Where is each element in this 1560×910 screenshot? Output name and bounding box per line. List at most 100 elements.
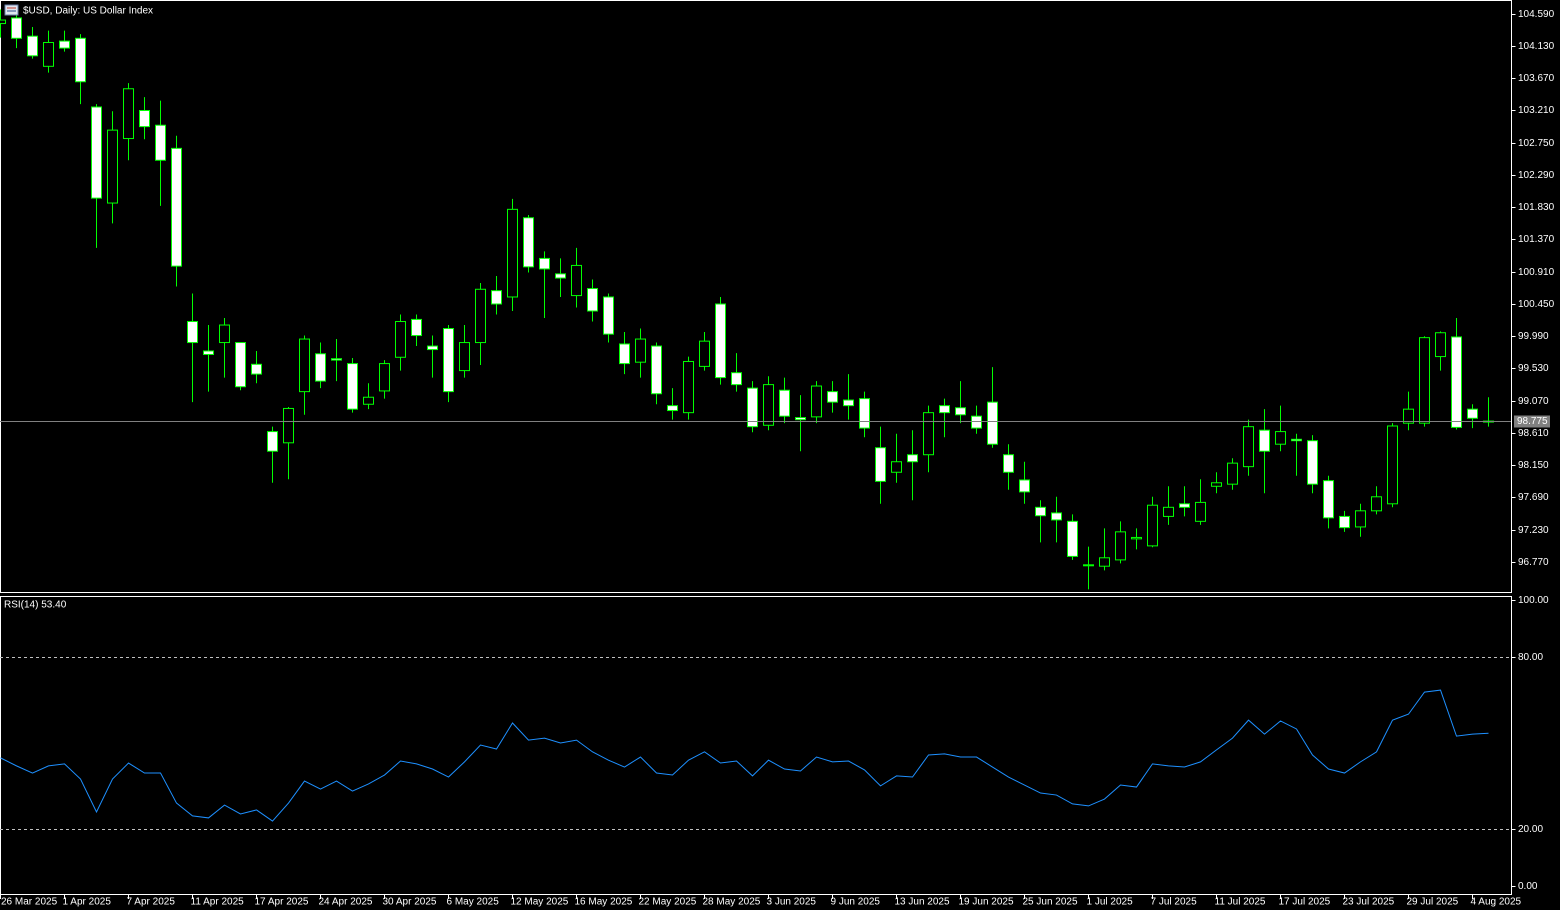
- candle-body: [1243, 426, 1254, 468]
- x-tick-label: 3 Jun 2025: [767, 897, 817, 908]
- candle-body: [203, 350, 214, 355]
- rsi-line: [0, 689, 1489, 822]
- candle-body: [315, 353, 326, 382]
- x-tick-label: 13 Jun 2025: [895, 897, 950, 908]
- candle-body: [1163, 506, 1174, 517]
- candle-body: [1371, 496, 1382, 512]
- candle-body: [955, 407, 966, 416]
- candle-body: [139, 109, 150, 128]
- x-tick-label: 19 Jun 2025: [959, 897, 1014, 908]
- candle-body: [171, 147, 182, 267]
- y-tick-label: 103.210: [1518, 105, 1555, 116]
- candle-body: [587, 288, 598, 312]
- candle-body: [763, 384, 774, 426]
- candle-body: [987, 401, 998, 445]
- candle-body: [11, 17, 22, 39]
- x-tick-label: 11 Jul 2025: [1215, 897, 1266, 908]
- candle-body: [555, 273, 566, 279]
- candle-body: [395, 321, 406, 358]
- candle-body: [1307, 440, 1318, 485]
- y-tick-label: 102.750: [1518, 138, 1555, 149]
- candle-body: [667, 405, 678, 412]
- candle-body: [1451, 336, 1462, 428]
- x-tick-label: 17 Jul 2025: [1279, 897, 1331, 908]
- candle-body: [827, 391, 838, 403]
- rsi-title: RSI(14) 53.40: [4, 600, 67, 611]
- candle-body: [603, 296, 614, 335]
- candle-body: [1227, 462, 1238, 485]
- candle-body: [683, 360, 694, 414]
- x-tick-label: 7 Jul 2025: [1151, 897, 1198, 908]
- candle-body: [0, 19, 6, 25]
- candle-body: [347, 363, 358, 410]
- candle-body: [267, 431, 278, 452]
- candle-body: [923, 412, 934, 456]
- candle-body: [299, 338, 310, 393]
- candle-body: [331, 358, 342, 361]
- x-tick-label: 11 Apr 2025: [191, 897, 245, 908]
- main-pane-frame: [0, 0, 1512, 593]
- candle-body: [443, 328, 454, 393]
- candle-body: [1275, 431, 1286, 445]
- y-tick-label: 97.230: [1518, 525, 1549, 536]
- candle-body: [1131, 536, 1142, 540]
- candle-body: [1083, 564, 1094, 567]
- candle-body: [651, 345, 662, 395]
- x-tick-label: 1 Apr 2025: [63, 897, 112, 908]
- candle-body: [235, 342, 246, 388]
- price-pane: [0, 9, 1511, 590]
- candle-body: [843, 399, 854, 407]
- candle-body: [1115, 531, 1126, 561]
- x-tick-label: 16 May 2025: [575, 897, 633, 908]
- candle-body: [91, 106, 102, 199]
- candle-body: [107, 129, 118, 204]
- x-tick-label: 4 Aug 2025: [1471, 897, 1522, 908]
- candle-body: [1035, 506, 1046, 517]
- candle-body: [427, 345, 438, 351]
- candle-body: [971, 415, 982, 429]
- x-tick-label: 12 May 2025: [511, 897, 569, 908]
- candle-body: [219, 324, 230, 344]
- candle-body: [507, 208, 518, 298]
- candle-body: [1467, 408, 1478, 419]
- candle-body: [779, 389, 790, 417]
- x-tick-label: 22 May 2025: [639, 897, 697, 908]
- candle-body: [907, 454, 918, 463]
- y-tick-label: 100.450: [1518, 299, 1555, 310]
- candle-body: [459, 342, 470, 372]
- candle-body: [571, 264, 582, 297]
- candle-body: [491, 290, 502, 305]
- x-tick-label: 6 May 2025: [447, 897, 500, 908]
- candle-body: [619, 343, 630, 365]
- x-tick-label: 23 Jul 2025: [1343, 897, 1395, 908]
- x-tick-label: 26 Mar 2025: [1, 897, 58, 908]
- candle-body: [27, 35, 38, 57]
- x-tick-label: 9 Jun 2025: [831, 897, 881, 908]
- chart-title: $USD, Daily: US Dollar Index: [23, 6, 153, 17]
- x-tick-label: 28 May 2025: [703, 897, 761, 908]
- rsi-pane-frame: [0, 596, 1512, 895]
- candle-body: [1179, 503, 1190, 508]
- candle-body: [187, 321, 198, 344]
- candle-body: [1195, 501, 1206, 522]
- candle-body: [43, 41, 54, 67]
- y-tick-label: 96.770: [1518, 557, 1549, 568]
- candle-body: [1019, 479, 1030, 493]
- candle-body: [1435, 332, 1446, 358]
- x-tick-label: 29 Jul 2025: [1407, 897, 1459, 908]
- candle-body: [155, 124, 166, 161]
- x-tick-label: 17 Apr 2025: [255, 897, 309, 908]
- y-tick-label: 98.150: [1518, 460, 1549, 471]
- rsi-pane: [0, 657, 1511, 830]
- candle-body: [1403, 408, 1414, 424]
- candle-body: [747, 387, 758, 428]
- y-tick-label: 97.690: [1518, 492, 1549, 503]
- candle-body: [59, 40, 70, 49]
- candle-body: [1387, 425, 1398, 505]
- candle-body: [875, 447, 886, 482]
- candle-body: [1291, 438, 1302, 442]
- x-tick-label: 30 Apr 2025: [383, 897, 437, 908]
- candle-body: [1051, 512, 1062, 521]
- candle-body: [539, 257, 550, 270]
